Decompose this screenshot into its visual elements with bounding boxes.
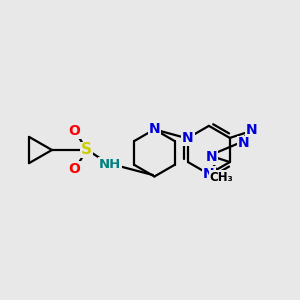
Text: N: N [182, 131, 194, 145]
Text: N: N [148, 122, 160, 136]
Text: CH₃: CH₃ [209, 171, 233, 184]
Text: O: O [68, 162, 80, 176]
Text: NH: NH [99, 158, 122, 171]
Text: N: N [246, 123, 257, 137]
Text: O: O [68, 124, 80, 138]
Text: S: S [81, 142, 92, 158]
Text: N: N [203, 167, 215, 181]
Text: N: N [205, 150, 217, 164]
Text: N: N [238, 136, 249, 150]
